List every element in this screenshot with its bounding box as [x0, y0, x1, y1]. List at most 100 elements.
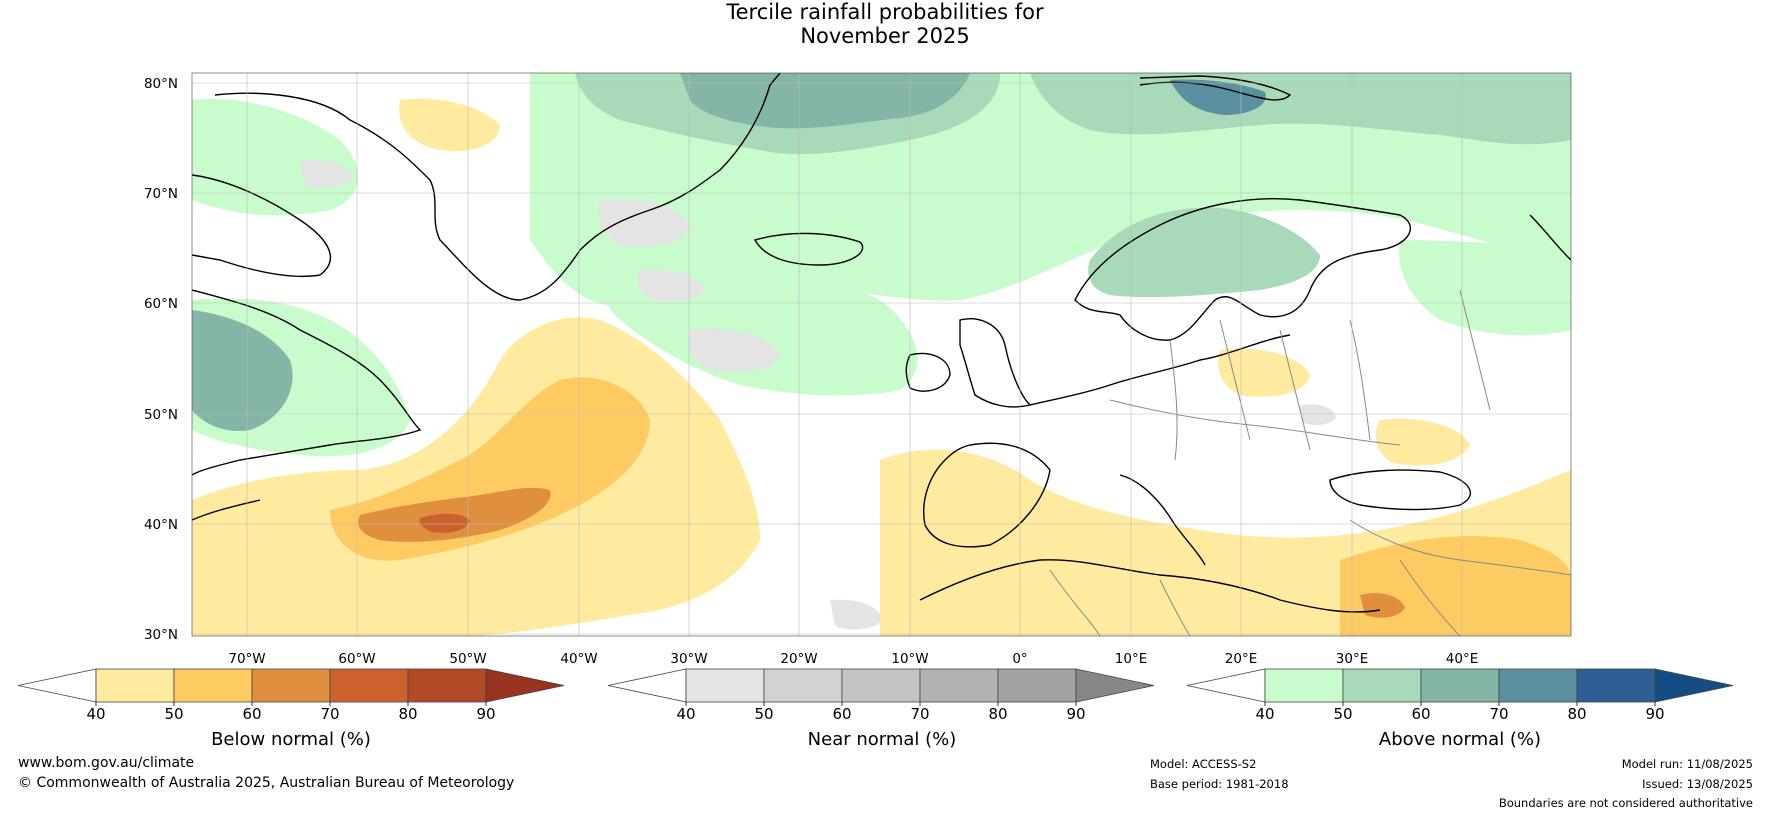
- below-normal-darkest: [419, 513, 470, 533]
- lon-label: 10°E: [1115, 651, 1147, 667]
- near-normal-patch-6: [1300, 404, 1336, 426]
- footer-url[interactable]: www.bom.gov.au/climate: [18, 755, 195, 771]
- border-5: [1349, 319, 1371, 441]
- lat-label: 60°N: [144, 296, 178, 312]
- baffin-coast: [192, 174, 331, 278]
- footer-model-run: Model run: 11/08/2025: [1621, 757, 1753, 771]
- map-frame: [191, 72, 1572, 637]
- colorbar-segment: [251, 668, 331, 703]
- near-normal-patch-2: [688, 328, 780, 372]
- lon-label: 20°E: [1225, 651, 1257, 667]
- italy-coast: [1119, 474, 1206, 566]
- labrador-coast: [192, 289, 422, 476]
- svalbard-coast: [1139, 75, 1292, 101]
- footer-disclaimer: Boundaries are not considered authoritat…: [1498, 796, 1753, 810]
- colorbar-segment: [685, 668, 765, 703]
- colorbar-segment: [1576, 668, 1656, 703]
- north-africa-coast: [919, 559, 1381, 613]
- map-title: Tercile rainfall probabilities for Novem…: [0, 0, 1770, 48]
- colorbar-tick-label: 40: [86, 705, 105, 723]
- lon-label: 60°W: [338, 651, 375, 667]
- title-line-1: Tercile rainfall probabilities for: [726, 0, 1044, 24]
- border-4: [1109, 399, 1401, 446]
- below-normal-black-sea-patch: [1375, 418, 1470, 466]
- colorbar-tick-label: 80: [1567, 705, 1586, 723]
- colorbar-segment: [1264, 668, 1344, 703]
- colorbar-max-extend: [485, 668, 565, 703]
- lon-label: 20°W: [780, 651, 817, 667]
- footer-issued: Issued: 13/08/2025: [1642, 777, 1753, 791]
- colorbar-min-extend: [607, 668, 687, 703]
- border-8: [1049, 569, 1101, 636]
- colorbar-label: Above normal (%): [1379, 729, 1541, 750]
- near-normal-areas: [300, 159, 1336, 630]
- border-10: [1399, 559, 1461, 636]
- colorbar-tick-label: 40: [1255, 705, 1274, 723]
- lat-label: 40°N: [144, 517, 178, 533]
- colorbar-label: Near normal (%): [808, 729, 957, 750]
- colorbar-segment: [95, 668, 175, 703]
- colorbar-tick-label: 60: [242, 705, 261, 723]
- lat-label: 50°N: [144, 407, 178, 423]
- below-normal-areas: [192, 98, 1571, 636]
- greenland-coast: [214, 73, 781, 301]
- above-normal-barents: [1030, 73, 1571, 145]
- colorbar-tick-label: 80: [988, 705, 1007, 723]
- colorbar-tick-label: 50: [1333, 705, 1352, 723]
- lon-label: 40°E: [1446, 651, 1478, 667]
- colorbar-tick-label: 90: [476, 705, 495, 723]
- country-borders: [1049, 289, 1571, 636]
- europe-coast: [1029, 334, 1291, 406]
- colorbar-segment: [1498, 668, 1578, 703]
- title-line-2: November 2025: [800, 24, 970, 48]
- colorbar-label: Below normal (%): [211, 729, 371, 750]
- lat-label: 80°N: [144, 76, 178, 92]
- colorbar-3: 40 50 60 70 80 90 Above normal (%): [1186, 668, 1734, 750]
- lat-label: 70°N: [144, 186, 178, 202]
- novaya-zemlya-coast: [1529, 214, 1571, 261]
- colorbar-tick-label: 70: [320, 705, 339, 723]
- colorbar-segment: [1342, 668, 1422, 703]
- footer-base-period: Base period: 1981-2018: [1150, 777, 1289, 791]
- lon-label: 0°: [1012, 651, 1027, 667]
- colorbar-tick-label: 80: [398, 705, 417, 723]
- near-normal-patch-3: [638, 269, 705, 302]
- lon-label: 50°W: [449, 651, 486, 667]
- border-6: [1459, 289, 1491, 411]
- border-1: [1169, 339, 1178, 461]
- colorbars: 40 50 60 70 80 90 Below normal (%) 40 50 60 70 80 90…: [17, 668, 1734, 750]
- iceland-coast: [753, 232, 864, 266]
- lon-label: 30°W: [670, 651, 707, 667]
- colorbar-tick-label: 50: [754, 705, 773, 723]
- colorbar-1: 40 50 60 70 80 90 Below normal (%): [17, 668, 565, 750]
- lon-label: 10°W: [891, 651, 928, 667]
- above-normal-fram-strait: [680, 73, 970, 129]
- colorbar-segment: [919, 668, 999, 703]
- north-america-east-coast: [192, 499, 261, 521]
- colorbar-segment: [173, 668, 253, 703]
- colorbar-segment: [841, 668, 921, 703]
- colorbar-min-extend: [1186, 668, 1266, 703]
- lon-label: 70°W: [228, 651, 265, 667]
- colorbar-tick-label: 60: [832, 705, 851, 723]
- footer-model: Model: ACCESS-S2: [1150, 757, 1257, 771]
- colorbar-tick-label: 90: [1645, 705, 1664, 723]
- colorbar-segment: [763, 668, 843, 703]
- above-normal-hudson: [192, 310, 293, 431]
- colorbar-segment: [1420, 668, 1500, 703]
- colorbar-max-extend: [1075, 668, 1155, 703]
- colorbar-tick-label: 60: [1411, 705, 1430, 723]
- colorbar-2: 40 50 60 70 80 90 Near normal (%): [607, 668, 1155, 750]
- above-normal-svalbard: [1170, 79, 1266, 115]
- near-normal-patch-1: [598, 198, 690, 247]
- ireland-coast: [905, 352, 951, 392]
- colorbar-tick-label: 50: [164, 705, 183, 723]
- border-7: [1349, 519, 1571, 576]
- above-normal-scandinavia: [1088, 207, 1320, 298]
- border-2: [1219, 319, 1251, 441]
- below-normal-greenland-patch: [399, 98, 500, 152]
- gridlines: [192, 73, 1571, 636]
- colorbar-segment: [407, 668, 487, 703]
- colorbar-tick-label: 40: [676, 705, 695, 723]
